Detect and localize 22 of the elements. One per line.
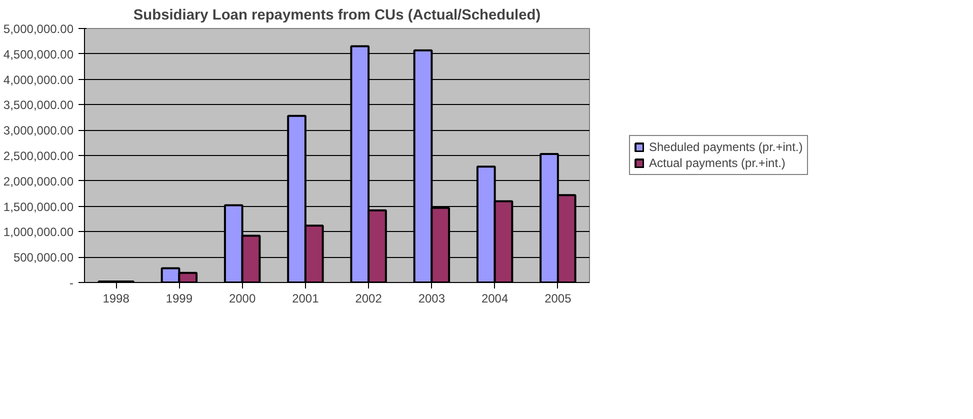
x-tick-label: 1999 <box>166 292 193 306</box>
x-tick-label: 2002 <box>355 292 382 306</box>
y-tick-label: 1,500,000.00 <box>3 200 74 214</box>
y-tick-label: 3,000,000.00 <box>3 124 74 138</box>
y-tick-label: - <box>70 276 74 290</box>
legend-label: Sheduled payments (pr.+int.) <box>649 140 803 154</box>
x-tick-label: 1998 <box>102 292 130 306</box>
y-tick-label: 5,000,000.00 <box>3 22 74 36</box>
y-tick-label: 2,500,000.00 <box>3 149 74 163</box>
y-tick-label: 4,000,000.00 <box>3 72 74 87</box>
x-tick-label: 2004 <box>481 292 508 306</box>
x-tick-label: 2003 <box>418 292 446 306</box>
legend-label: Actual payments (pr.+int.) <box>649 156 786 170</box>
y-tick-label: 4,500,000.00 <box>3 47 74 62</box>
y-tick-label: 3,500,000.00 <box>3 98 74 112</box>
x-tick-label: 2000 <box>228 292 256 306</box>
y-tick-label: 500,000.00 <box>13 250 74 265</box>
x-tick-label: 2001 <box>292 292 320 306</box>
chart-title: Subsidiary Loan repayments from CUs (Actual/Scheduled) <box>133 8 541 24</box>
y-tick-label: 1,000,000.00 <box>3 225 74 240</box>
x-tick-label: 2005 <box>544 292 572 306</box>
y-tick-label: 2,000,000.00 <box>3 174 74 188</box>
